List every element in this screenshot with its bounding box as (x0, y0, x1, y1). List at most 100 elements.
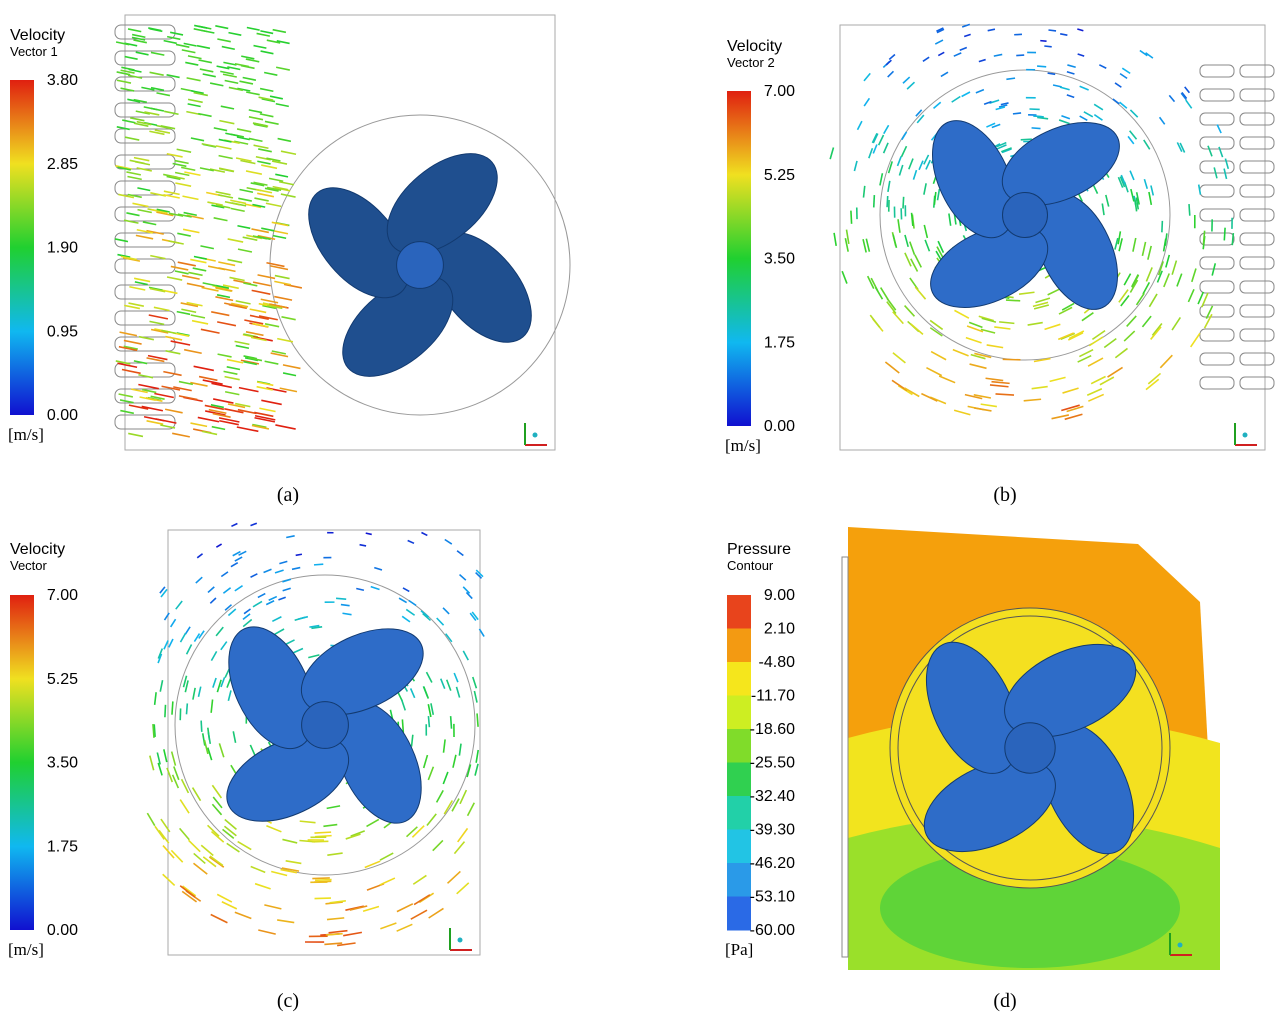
heat-exchanger-tube (1240, 257, 1274, 269)
velocity-vector (924, 155, 929, 164)
velocity-vector (218, 354, 232, 357)
velocity-vector (411, 688, 415, 697)
velocity-vector (120, 411, 133, 414)
velocity-vector (412, 735, 413, 747)
velocity-vector (888, 181, 890, 192)
colorbar (10, 595, 34, 930)
velocity-vector (934, 192, 935, 205)
velocity-vector (188, 272, 202, 275)
heat-exchanger-tube (1240, 65, 1274, 77)
legend-unit: [m/s] (8, 425, 44, 444)
velocity-vector (286, 536, 294, 538)
velocity-vector (132, 203, 148, 206)
velocity-vector (154, 307, 170, 310)
velocity-vector (1089, 337, 1103, 346)
velocity-vector (266, 601, 274, 605)
velocity-vector (274, 629, 284, 634)
velocity-vector (209, 857, 223, 867)
velocity-vector (181, 167, 195, 170)
panel-caption: (a) (277, 484, 299, 506)
colorbar-label: 9.00 (764, 587, 795, 604)
velocity-vector (1037, 66, 1046, 67)
colorbar (10, 80, 34, 415)
velocity-vector (863, 239, 866, 252)
velocity-vector (164, 641, 168, 650)
velocity-vector (1185, 87, 1190, 93)
velocity-vector (117, 80, 131, 83)
velocity-vector (164, 195, 180, 198)
velocity-vector (1232, 233, 1233, 245)
velocity-vector (1067, 65, 1075, 67)
velocity-vector (431, 703, 433, 715)
velocity-vector (201, 845, 213, 855)
velocity-vector (265, 361, 279, 364)
velocity-vector (266, 826, 281, 832)
heat-exchanger-tube (1200, 161, 1234, 173)
colorbar-band (727, 662, 751, 696)
velocity-vector (169, 639, 173, 647)
velocity-vector (1124, 274, 1130, 286)
velocity-vector (235, 912, 251, 918)
velocity-vector (227, 843, 240, 852)
velocity-vector (192, 321, 208, 324)
velocity-vector (159, 830, 169, 843)
velocity-vector (960, 47, 967, 50)
heat-exchanger-tube (1200, 113, 1234, 125)
heat-exchanger-tube (1240, 233, 1274, 245)
velocity-vector (1128, 136, 1134, 143)
velocity-vector (371, 587, 380, 590)
velocity-vector (1045, 324, 1061, 329)
velocity-vector (235, 557, 242, 561)
velocity-vector (953, 350, 969, 356)
heat-exchanger-tube (1240, 329, 1274, 341)
velocity-vector (270, 266, 288, 270)
velocity-vector (134, 158, 149, 161)
velocity-vector (277, 920, 294, 923)
velocity-vector (1063, 388, 1079, 393)
velocity-vector (941, 72, 948, 76)
velocity-vector (132, 35, 145, 38)
velocity-vector (1080, 116, 1088, 120)
heat-exchanger-tube (1240, 305, 1274, 317)
colorbar-label: 3.50 (764, 251, 795, 268)
colorbar-label: 2.10 (764, 621, 795, 638)
velocity-vector (221, 106, 234, 109)
velocity-vector (365, 861, 380, 867)
velocity-vector (397, 904, 413, 912)
velocity-vector (215, 297, 233, 301)
velocity-vector (128, 29, 141, 32)
velocity-vector (1217, 125, 1221, 133)
velocity-vector (258, 594, 265, 598)
velocity-vector (199, 377, 217, 381)
velocity-vector (122, 120, 135, 123)
velocity-vector (184, 43, 197, 46)
velocity-vector (155, 692, 156, 705)
velocity-vector (324, 943, 342, 944)
velocity-vector (194, 25, 207, 28)
colorbar-label: 0.95 (47, 323, 78, 340)
velocity-vector (126, 172, 140, 175)
velocity-vector (128, 433, 143, 436)
velocity-vector (343, 932, 362, 935)
velocity-vector (188, 56, 202, 59)
velocity-vector (223, 829, 234, 838)
velocity-vector (241, 56, 254, 59)
velocity-vector (1044, 46, 1051, 47)
velocity-vector (367, 819, 379, 826)
velocity-vector (1142, 316, 1151, 327)
heat-exchanger-tube (1240, 161, 1274, 173)
colorbar-label: 1.90 (47, 240, 78, 257)
heat-exchanger-tube (1200, 137, 1234, 149)
velocity-vector (1133, 238, 1136, 252)
velocity-vector (283, 588, 291, 591)
panel: VelocityVector 27.005.253.501.750.00[m/s… (725, 24, 1274, 506)
legend-subtitle: Vector (10, 558, 48, 573)
velocity-vector (939, 376, 955, 383)
velocity-vector (171, 266, 188, 270)
velocity-vector (254, 145, 269, 148)
velocity-vector (253, 601, 262, 606)
velocity-vector (137, 188, 150, 191)
velocity-vector (413, 875, 426, 884)
velocity-vector (1118, 231, 1120, 244)
velocity-vector (199, 60, 212, 63)
